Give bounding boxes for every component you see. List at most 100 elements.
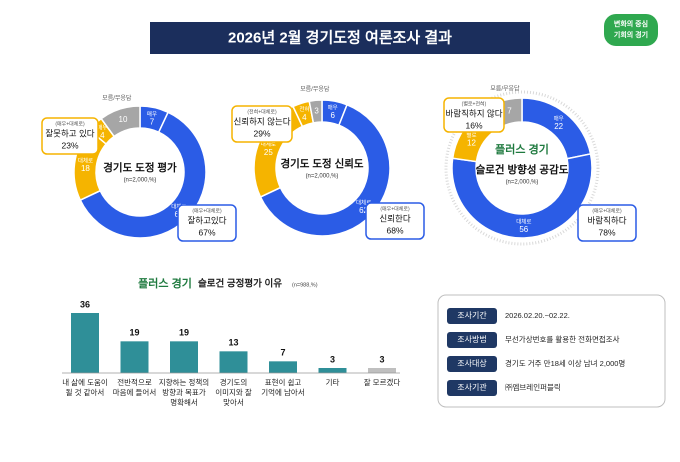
segment-category: 매우 (147, 110, 157, 118)
donut-subtitle: (n=2,000,%) (124, 178, 157, 184)
bar (120, 341, 149, 373)
callout-value: 16% (465, 120, 482, 130)
info-label-pill (447, 380, 497, 396)
x-tick-label: 이미지와 잘 (215, 387, 252, 397)
info-value: 2026.02.20.~02.22. (505, 311, 570, 320)
info-value: 경기도 거주 만18세 이상 남녀 2,000명 (505, 358, 625, 368)
x-tick-label: 잘 모르겠다 (364, 377, 401, 387)
donut-segment (451, 153, 593, 239)
bar-value: 3 (379, 354, 384, 364)
callout-note: (별로+전혀) (462, 100, 487, 107)
info-label-pill (447, 308, 497, 324)
callout-box (41, 117, 99, 155)
donut-title: 경기도 도정 평가 (103, 161, 177, 174)
info-value: 무선가상번호를 활용한 전화면접조사 (505, 334, 620, 344)
bar (170, 341, 198, 373)
callout-box (577, 204, 637, 242)
segment-category: 매우 (97, 123, 107, 131)
donut-subtitle: (n=2,000,%) (306, 174, 339, 180)
callout-value: 67% (198, 227, 215, 237)
callout-label: 바람직하다 (587, 215, 626, 225)
segment-category: 대체로 (516, 217, 531, 225)
logo-text: 기회의 경기 (614, 30, 648, 39)
segment-category: 매우 (554, 115, 564, 123)
callout-note: (매우+대체로) (380, 205, 410, 212)
segment-value: 3 (314, 106, 319, 115)
slogan-logo: 플러스 경기 (495, 142, 549, 156)
logo-text: 변화의 중심 (614, 19, 648, 28)
info-label: 조사기관 (457, 382, 487, 392)
callout-box (365, 202, 425, 240)
x-tick-label: 명확해서 (170, 397, 198, 407)
x-tick-label: 방향과 목표가 (162, 387, 206, 397)
info-label: 조사대상 (457, 358, 487, 368)
callout-label: 잘못하고 있다 (45, 128, 94, 138)
segment-value: 7 (507, 106, 512, 115)
info-value: ㈜엠브레인퍼블릭 (505, 382, 561, 392)
bar-value: 19 (179, 328, 189, 338)
bar-value: 7 (280, 348, 285, 358)
segment-value: 22 (554, 122, 563, 131)
outer-ring (444, 90, 600, 246)
bar (71, 313, 99, 373)
info-label-pill (447, 332, 497, 348)
bar (219, 351, 248, 373)
bar (269, 361, 297, 373)
donut-segment (308, 99, 323, 124)
donut-title: 슬로건 방향성 공감도 (476, 163, 569, 176)
segment-value: 18 (81, 164, 90, 173)
callout-box (177, 204, 237, 242)
info-label-pill (447, 356, 497, 372)
bar (318, 368, 347, 373)
segment-category: 모름/무응답 (300, 86, 330, 93)
segment-value: 12 (467, 139, 476, 148)
x-tick-label: 마음에 들어서 (113, 387, 156, 397)
callout-note: (매우+대체로) (192, 207, 222, 214)
callout-value: 78% (598, 227, 615, 237)
callout-label: 신뢰한다 (379, 213, 410, 223)
x-tick-label: 지향하는 정책의 (159, 377, 209, 387)
donut-title: 경기도 도정 신뢰도 (280, 157, 363, 170)
segment-category: 대체로 (78, 157, 93, 165)
segment-category: 매우 (328, 103, 338, 111)
info-label: 조사방법 (457, 334, 486, 344)
bar-subtitle: (n=988,%) (292, 282, 318, 288)
x-tick-label: 표현이 쉽고 (265, 377, 302, 387)
segment-value: 7 (150, 117, 155, 126)
bar-value: 13 (228, 338, 238, 348)
segment-category: 별로 (466, 131, 476, 139)
segment-category: 모름/무응답 (102, 95, 132, 102)
callout-label: 신뢰하지 않는다 (233, 116, 290, 126)
callout-box (231, 105, 293, 143)
segment-value: 62 (359, 206, 368, 215)
donut-subtitle: (n=2,000,%) (506, 180, 539, 186)
x-tick-label: 내 삶에 도움이 (62, 377, 108, 387)
x-tick-label: 전반적으로 (117, 377, 152, 387)
bar-value: 36 (80, 299, 90, 309)
donut-segment (259, 103, 391, 237)
callout-note: (전혀+대체로) (247, 108, 277, 115)
info-label: 조사기간 (457, 310, 487, 320)
segment-value: 6 (330, 111, 335, 120)
segment-category: 대체로 (356, 198, 371, 206)
bar (368, 368, 396, 373)
segment-value: 10 (119, 115, 128, 124)
donut-segment (79, 111, 207, 239)
x-tick-label: 기억에 남아서 (261, 387, 304, 397)
callout-value: 29% (253, 128, 270, 138)
callout-box (443, 97, 505, 133)
segment-value: 56 (519, 225, 528, 234)
x-tick-label: 될 것 같아서 (66, 387, 105, 397)
callout-note: (매우+대체로) (55, 120, 85, 127)
segment-category: 모름/무응답 (490, 85, 520, 92)
x-tick-label: 경기도의 (220, 377, 248, 387)
segment-category: 대체로 (261, 140, 276, 148)
segment-value: 25 (264, 148, 273, 157)
donut-segment (100, 105, 141, 138)
bar-value: 19 (129, 328, 139, 338)
x-tick-label: 맞아서 (223, 397, 244, 407)
callout-label: 잘하고있다 (187, 215, 226, 225)
segment-category: 전혀 (299, 105, 309, 113)
x-tick-label: 기타 (326, 378, 340, 387)
